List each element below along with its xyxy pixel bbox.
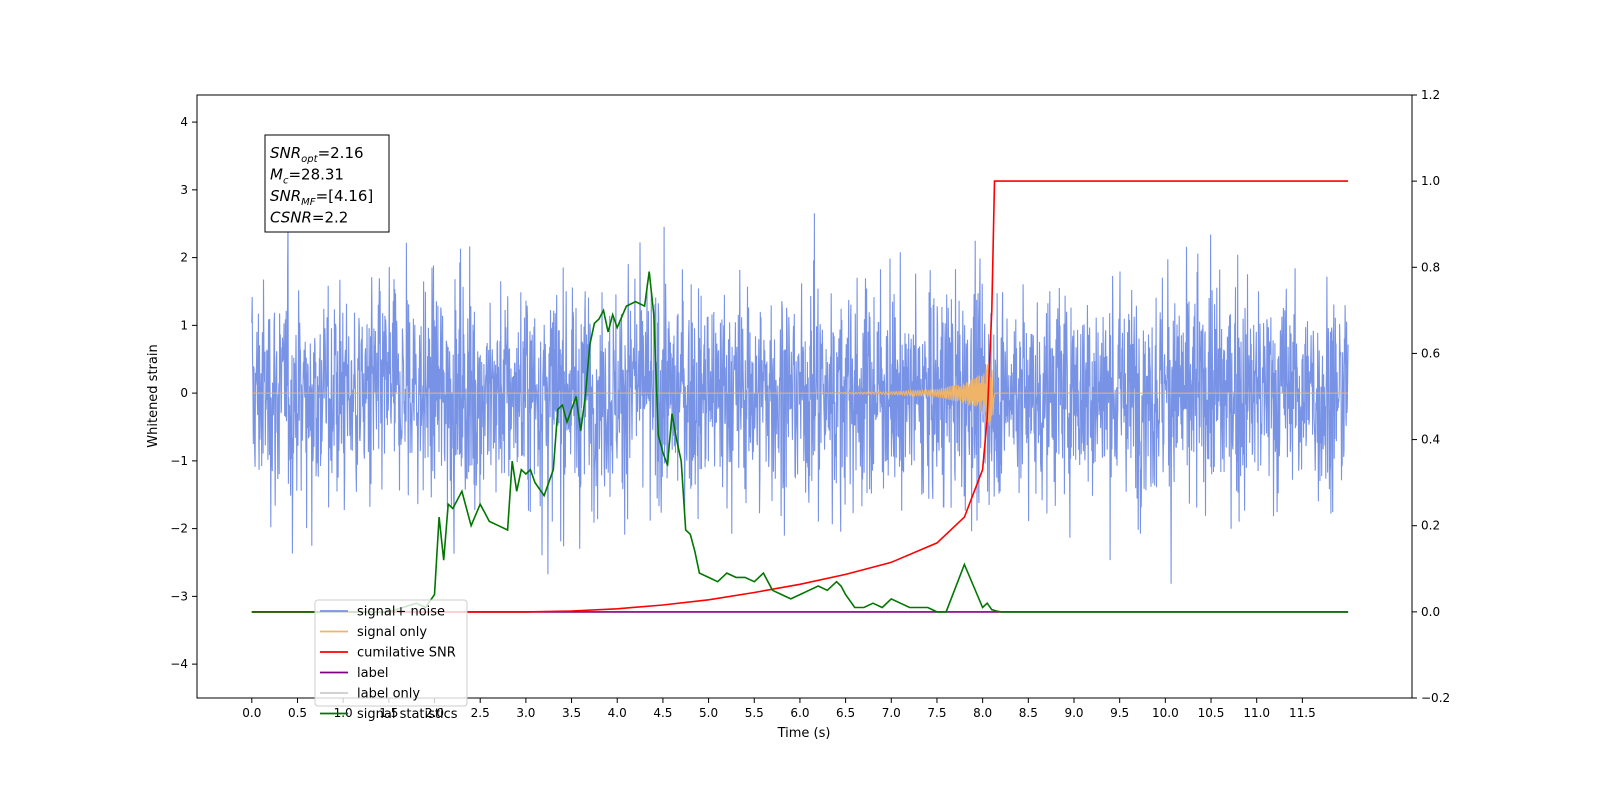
- legend-label: label: [357, 666, 388, 681]
- x-tick-label: 10.0: [1152, 706, 1179, 720]
- annotation-line: CSNR=2.2: [270, 209, 348, 227]
- x-tick-label: 6.5: [836, 706, 855, 720]
- y-tick-label: 3: [180, 183, 188, 197]
- series-signal-noise: [251, 213, 1349, 584]
- x-tick-label: 7.5: [927, 706, 946, 720]
- legend-label: label only: [357, 687, 420, 702]
- y-axis-label: Whitened strain: [146, 344, 161, 447]
- x-tick-label: 0.0: [242, 706, 261, 720]
- y2-tick-label: 1.2: [1421, 88, 1440, 102]
- legend-label: signal statistics: [357, 707, 458, 722]
- annotation-line: SNRopt=2.16: [270, 144, 364, 165]
- x-tick-label: 3.0: [516, 706, 535, 720]
- annotation-line: SNRMF=[4.16]: [270, 187, 373, 208]
- x-axis: 0.0 0.5 1.0 1.5 2.0 2.5 3.0 3.5 4.0 4.5 5.0 5.5 6.0 6…: [242, 698, 1316, 720]
- series-cumulative-snr: [251, 180, 1349, 613]
- y-axis-left: −4 −3 −2 −1 0 1 2 3 4: [170, 115, 197, 671]
- plot-area: [251, 180, 1349, 613]
- legend-label: cumilative SNR: [357, 646, 456, 661]
- x-tick-label: 8.5: [1019, 706, 1038, 720]
- x-tick-label: 2.0: [425, 706, 444, 720]
- x-axis-label: Time (s): [777, 726, 831, 741]
- y2-tick-label: 0.2: [1421, 519, 1440, 533]
- x-tick-label: 4.5: [653, 706, 672, 720]
- y2-tick-label: −0.2: [1421, 691, 1450, 705]
- y2-tick-label: 0.6: [1421, 346, 1440, 360]
- x-tick-label: 9.5: [1110, 706, 1129, 720]
- x-tick-label: 8.0: [973, 706, 992, 720]
- y2-tick-label: 0.4: [1421, 433, 1440, 447]
- legend-label: signal only: [357, 625, 427, 640]
- x-tick-label: 11.5: [1289, 706, 1316, 720]
- legend-frame: [314, 599, 468, 707]
- y-tick-label: 1: [180, 318, 188, 332]
- x-tick-label: 11.0: [1243, 706, 1270, 720]
- y-tick-label: 0: [180, 386, 188, 400]
- y2-tick-label: 1.0: [1421, 174, 1440, 188]
- x-tick-label: 5.0: [699, 706, 718, 720]
- y-tick-label: 4: [180, 115, 188, 129]
- x-tick-label: 10.5: [1198, 706, 1225, 720]
- x-tick-label: 7.0: [882, 706, 901, 720]
- x-tick-label: 0.5: [288, 706, 307, 720]
- series-signal-only: [251, 359, 1349, 426]
- x-tick-label: 5.5: [745, 706, 764, 720]
- legend: signal+ noise signal only cumilative SNR la…: [314, 599, 468, 722]
- series-signal-statistics: [251, 271, 1349, 613]
- y-tick-label: −2: [170, 522, 188, 536]
- y-tick-label: −4: [170, 657, 188, 671]
- x-tick-label: 9.0: [1064, 706, 1083, 720]
- y-axis-right: −0.2 0.0 0.2 0.4 0.6 0.8 1.0 1.2: [1412, 88, 1450, 705]
- y2-tick-label: 0.0: [1421, 605, 1440, 619]
- y-tick-label: −1: [170, 454, 188, 468]
- x-tick-label: 1.5: [379, 706, 398, 720]
- y-tick-label: −3: [170, 589, 188, 603]
- x-tick-label: 6.0: [790, 706, 809, 720]
- x-tick-label: 2.5: [471, 706, 490, 720]
- y2-tick-label: 0.8: [1421, 260, 1440, 274]
- x-tick-label: 3.5: [562, 706, 581, 720]
- annotation-frame: [264, 134, 390, 233]
- x-tick-label: 4.0: [608, 706, 627, 720]
- legend-label: signal+ noise: [357, 605, 445, 620]
- annotation-line: Mc=28.31: [270, 166, 344, 187]
- y-tick-label: 2: [180, 251, 188, 265]
- axes-frame: [196, 94, 1413, 699]
- legend-items: signal+ noise signal only cumilative SNR la…: [320, 605, 458, 722]
